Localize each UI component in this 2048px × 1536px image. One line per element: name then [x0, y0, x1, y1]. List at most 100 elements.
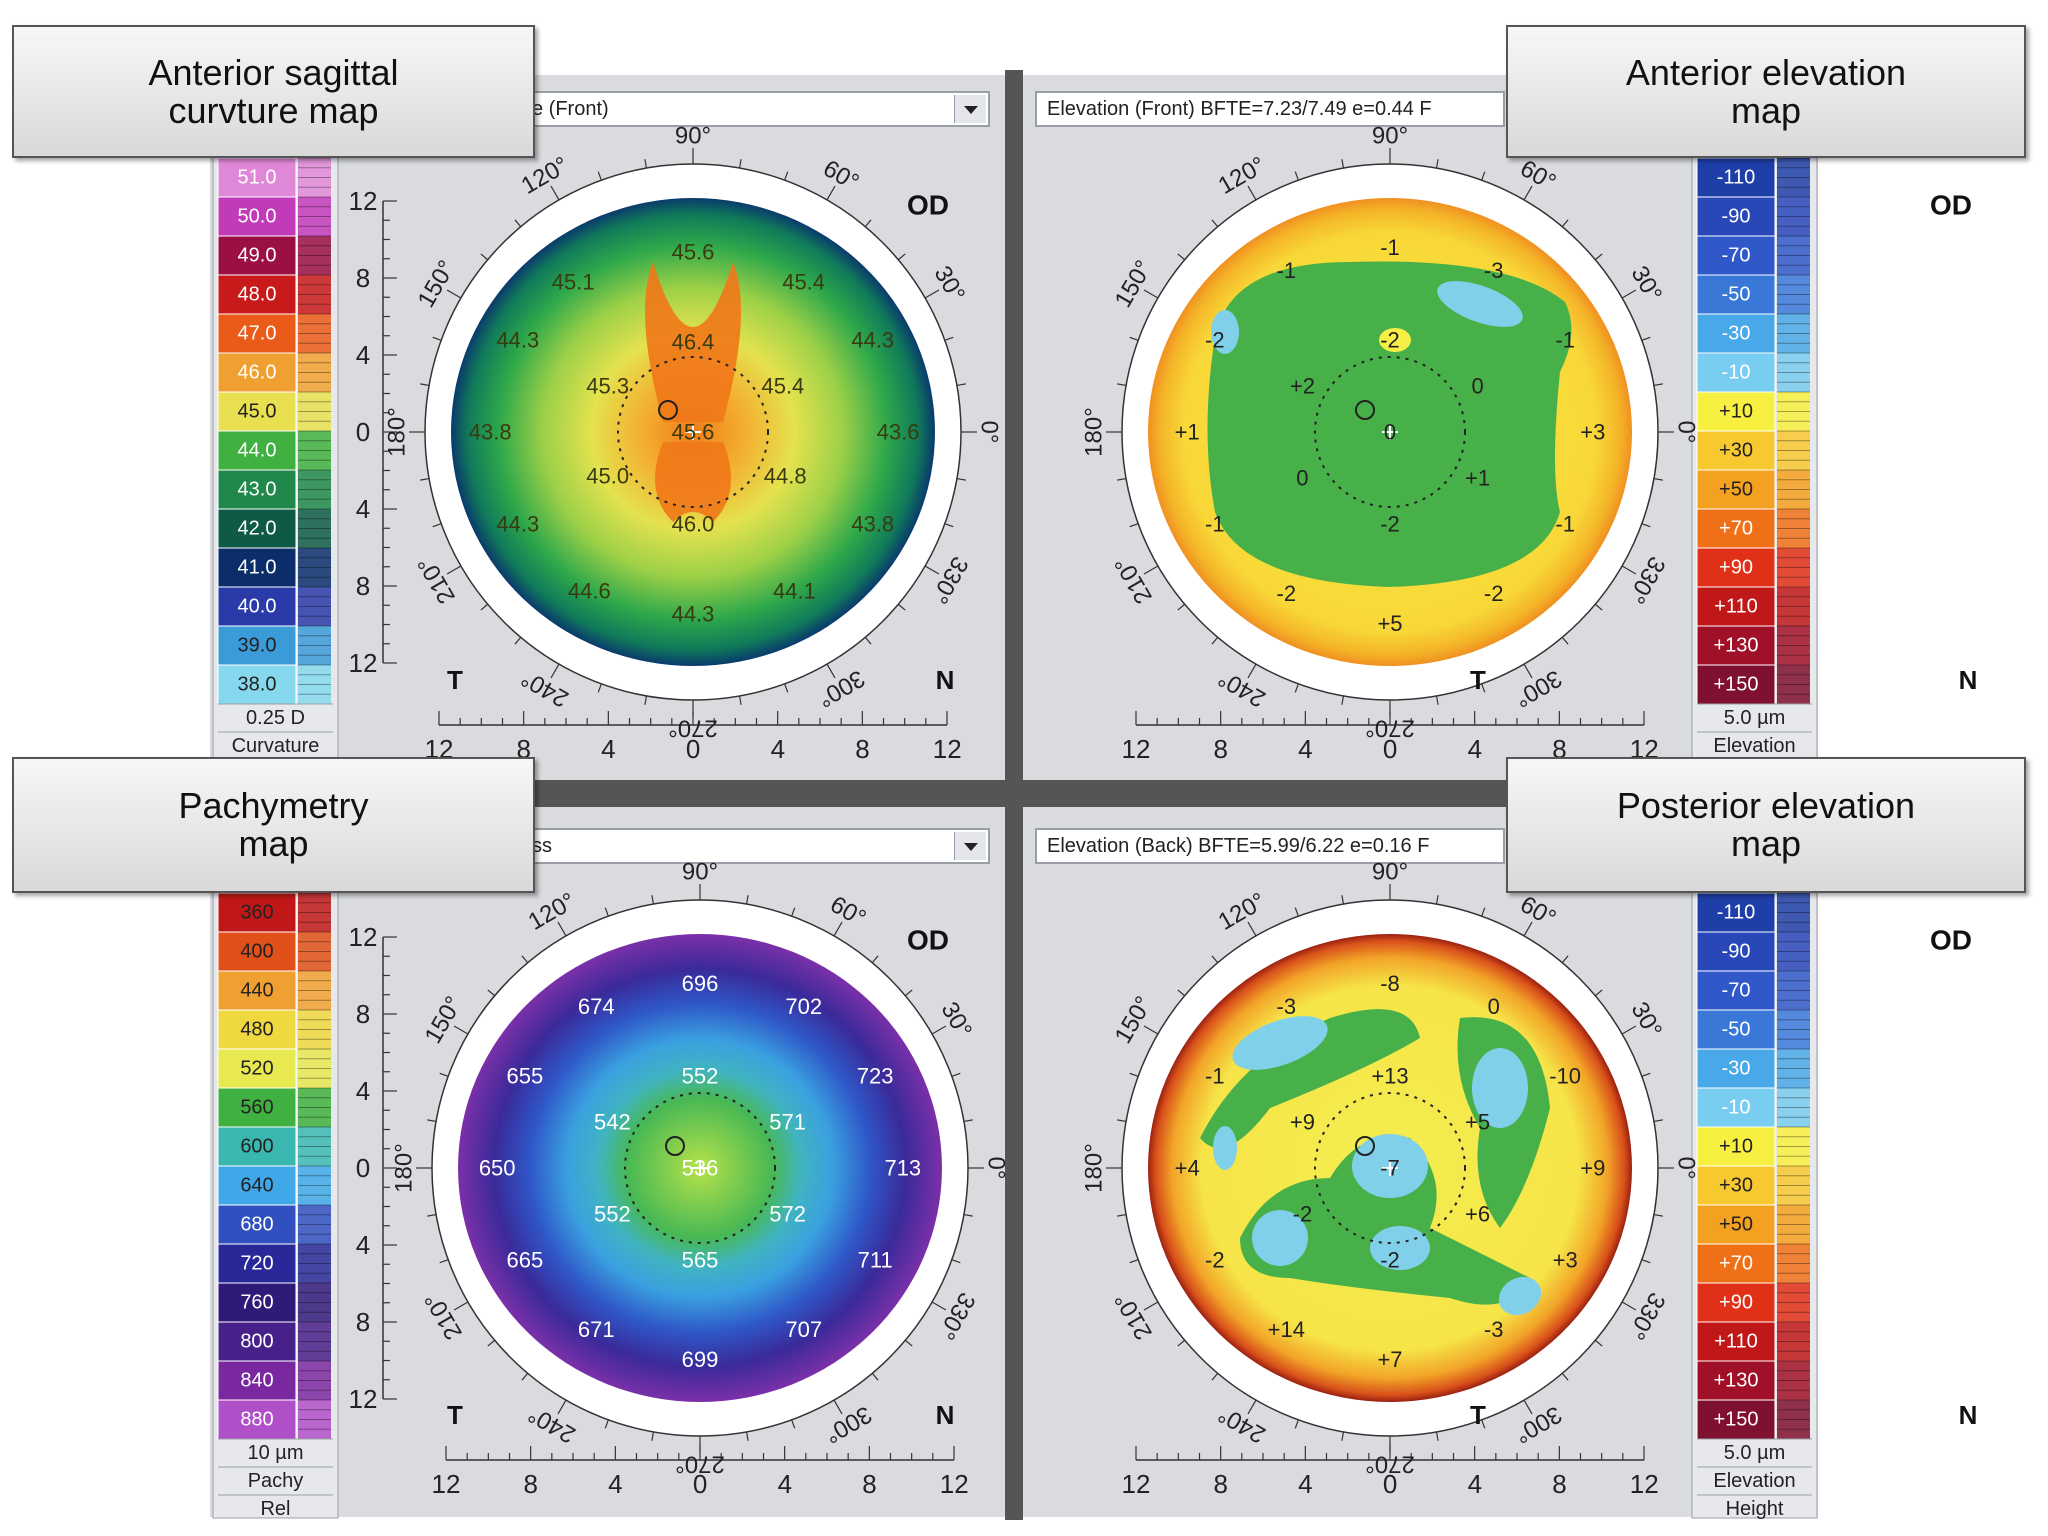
color-scale-anterior-sagittal[interactable]: 51.0 50.0 49.0 48.0 47.0 46.0 45.0 44.0 43.0 42.0…: [212, 126, 339, 784]
angle-tick: [944, 336, 954, 341]
color-scale-swatch: [217, 196, 297, 237]
angle-tick: [1435, 695, 1439, 705]
color-scale-histogram: [298, 470, 331, 509]
horizontal-ruler-label: 0: [1383, 1469, 1397, 1499]
pupil-zone-circle: [1314, 356, 1466, 508]
color-scale-histogram: [1777, 1010, 1810, 1049]
dropdown-value: Elevation (Back) BFTE=5.99/6.22 e=0.16 F: [1047, 835, 1430, 857]
color-scale-histogram: [298, 665, 331, 704]
map-value: 671: [578, 1317, 615, 1342]
chevron-down-icon[interactable]: [954, 95, 986, 123]
angle-tick: [904, 1339, 913, 1347]
vertical-ruler-label: 0: [356, 417, 370, 447]
color-scale-swatch: [217, 970, 297, 1011]
color-scale-label: 46.0: [238, 362, 277, 384]
map-value: -2: [1380, 327, 1400, 352]
horizontal-ruler-label: 12: [1630, 1469, 1659, 1499]
color-scale-label: +50: [1719, 1214, 1753, 1236]
angle-label: 60°: [826, 891, 871, 933]
color-scale-histogram: [1777, 893, 1810, 932]
angle-tick: [427, 1213, 437, 1217]
color-scale-histogram: [1777, 1400, 1810, 1439]
map-value: 674: [578, 994, 615, 1019]
horizontal-ruler-label: 0: [1383, 734, 1397, 764]
map-value: 45.4: [782, 270, 825, 295]
color-scale-label: 400: [240, 941, 273, 963]
angle-tick: [453, 1301, 469, 1311]
color-scale-histogram: [298, 548, 331, 587]
map-type-dropdown-posterior-elevation[interactable]: Elevation (Back) BFTE=5.99/6.22 e=0.16 F: [1035, 828, 1505, 864]
map-type-dropdown-anterior-sagittal[interactable]: e (Front): [520, 91, 990, 127]
vertical-ruler-label: 4: [356, 1230, 370, 1260]
horizontal-ruler-label: 4: [608, 1469, 622, 1499]
topography-map-posterior-elevation: -110-90-70-50-30-10+10+30+50+70+90+110+1…: [1081, 859, 1978, 1521]
color-scale-histogram: [298, 158, 331, 197]
map-type-dropdown-anterior-elevation[interactable]: Elevation (Front) BFTE=7.23/7.49 e=0.44 …: [1035, 91, 1505, 127]
horizontal-ruler-label: 8: [1552, 734, 1566, 764]
color-scale-swatch: [1696, 313, 1776, 354]
angle-tick: [738, 159, 742, 169]
eye-indicator: OD: [907, 190, 949, 221]
angle-tick: [480, 253, 489, 261]
color-scale-label: 50.0: [238, 206, 277, 228]
color-scale-label: -110: [1717, 167, 1756, 189]
angle-label: 210°: [420, 1288, 468, 1344]
angle-label: 240°: [517, 664, 573, 712]
color-scale-histogram: [1777, 509, 1810, 548]
color-scale-swatch: [217, 625, 297, 666]
color-scale-histogram: [1777, 1283, 1810, 1322]
color-scale-pachymetry[interactable]: 360 400 440 480 520 560 600 640 680 720 760 800 840 8…: [212, 861, 339, 1520]
bowtie-lower: [655, 442, 731, 522]
map-value: -3: [1484, 258, 1504, 283]
color-scale-label: 40.0: [238, 596, 277, 618]
color-scale-histogram: [298, 1322, 331, 1361]
color-scale-swatch: [217, 1321, 297, 1362]
color-scale-label: +130: [1713, 635, 1758, 657]
angle-tick: [420, 477, 430, 481]
map-value: 46.0: [672, 512, 715, 537]
map-type-dropdown-pachymetry[interactable]: ss: [520, 828, 990, 864]
color-scale-posterior-elevation[interactable]: -110 -90 -70 -50 -30 -10 +10 +30 +50 +70 +90 +110 +1…: [1691, 861, 1818, 1520]
angle-tick: [1641, 1072, 1651, 1077]
angle-tick: [521, 1372, 529, 1381]
color-scale-label: +10: [1719, 1136, 1753, 1158]
angle-tick: [833, 921, 843, 937]
color-scale-swatch: [1696, 1321, 1776, 1362]
color-scale-swatch: [1696, 352, 1776, 393]
eye-indicator: OD: [1930, 925, 1972, 956]
color-scale-anterior-elevation[interactable]: -110 -90 -70 -50 -30 -10 +10 +30 +50 +70 +90 +110 +1…: [1691, 126, 1818, 784]
angle-tick: [480, 603, 489, 611]
angle-tick: [1523, 663, 1533, 679]
pupil-center-marker: [1355, 400, 1375, 420]
color-scale-histogram: [1777, 392, 1810, 431]
angle-tick: [924, 289, 940, 299]
map-value: -1: [1555, 327, 1575, 352]
nasal-side-label: N: [1959, 665, 1978, 695]
angle-tick: [597, 171, 602, 181]
angle-tick: [1129, 336, 1139, 341]
horizontal-ruler-label: 8: [855, 734, 869, 764]
map-value: -2: [1205, 1248, 1225, 1273]
map-value: -2: [1380, 512, 1400, 537]
map-value: 43.8: [469, 420, 512, 445]
angle-tick: [1641, 1259, 1651, 1264]
color-scale-label: -50: [1722, 1019, 1751, 1041]
angle-tick: [963, 1119, 973, 1123]
angle-tick: [784, 171, 789, 181]
angle-tick: [904, 989, 913, 997]
angle-tick: [1129, 523, 1139, 528]
blue-patch: [1232, 1016, 1328, 1070]
angle-tick: [1143, 565, 1159, 575]
angle-tick: [1653, 477, 1663, 481]
pupil-center-marker: [658, 400, 678, 420]
color-scale-histogram: [298, 509, 331, 548]
angle-tick: [1653, 383, 1663, 387]
angle-tick: [738, 695, 742, 705]
chevron-down-icon[interactable]: [954, 832, 986, 860]
color-scale-histogram: [298, 1088, 331, 1127]
angle-label: 30°: [929, 262, 971, 307]
angle-label: 210°: [413, 552, 461, 608]
color-scale-swatch: [217, 352, 297, 393]
map-value: -8: [1380, 971, 1400, 996]
map-value: -1: [1555, 512, 1575, 537]
